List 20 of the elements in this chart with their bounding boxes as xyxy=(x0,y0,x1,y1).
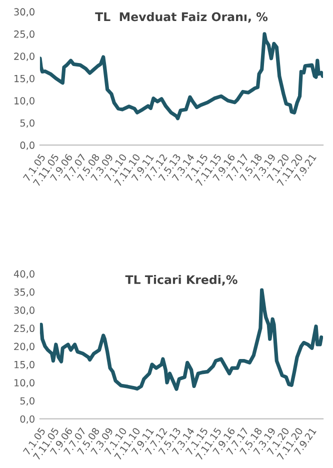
y-tick-label: 30,0 xyxy=(14,306,34,315)
y-tick-label: 0,0 xyxy=(20,415,34,424)
y-tick-label: 35,0 xyxy=(14,288,34,297)
chart-title: TL Mevduat Faiz Oranı, % xyxy=(95,12,268,23)
y-tick-label: 20,0 xyxy=(14,52,34,61)
y-tick-label: 25,0 xyxy=(14,324,34,334)
y-tick-label: 15,0 xyxy=(14,74,34,84)
y-tick-label: 20,0 xyxy=(14,342,34,352)
chart-title: TL Ticari Kredi,% xyxy=(125,274,238,286)
line-series xyxy=(40,32,324,120)
y-tick-label: 15,0 xyxy=(14,360,34,370)
y-tick-label: 10,0 xyxy=(14,379,34,388)
y-tick-label: 5,0 xyxy=(20,119,34,128)
y-tick-label: 25,0 xyxy=(14,30,34,39)
y-tick-label: 10,0 xyxy=(14,97,34,106)
y-tick-label: 30,0 xyxy=(14,8,34,17)
line-series xyxy=(40,288,324,391)
y-tick-label: 5,0 xyxy=(20,397,34,406)
y-tick-label: 0,0 xyxy=(20,142,34,150)
y-tick-label: 40,0 xyxy=(14,270,34,279)
